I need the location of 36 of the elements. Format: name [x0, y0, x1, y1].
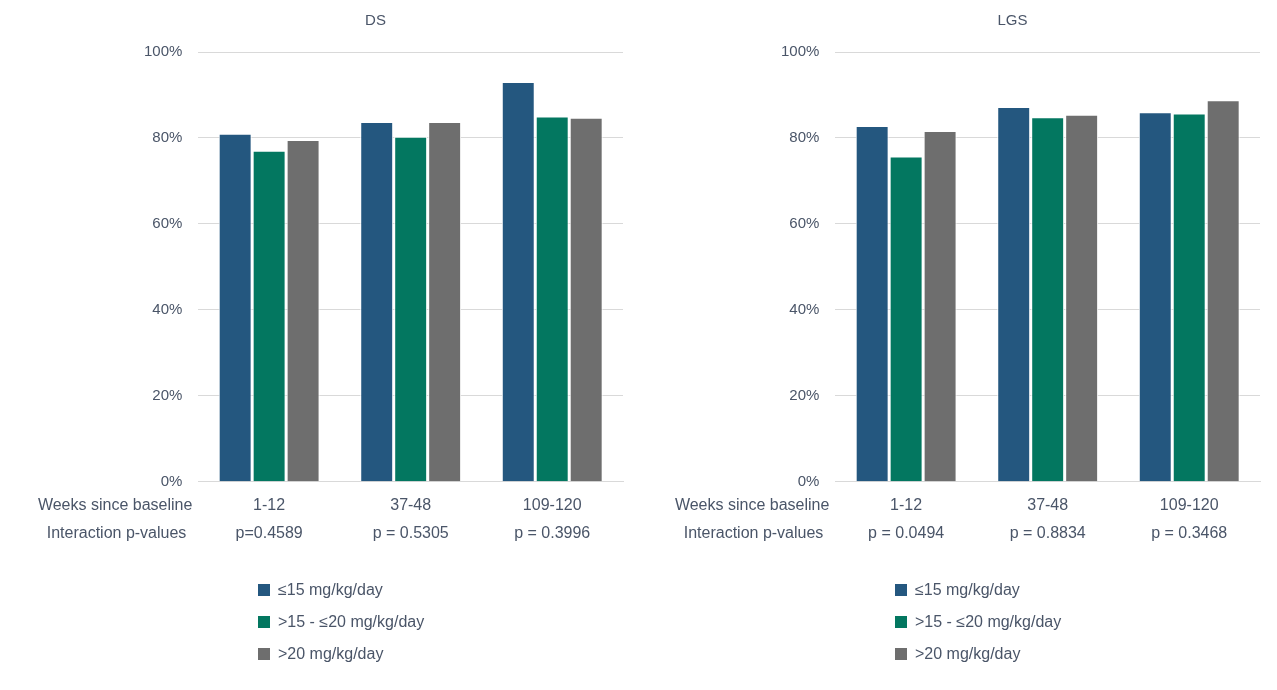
x-axis-title: Weeks since baseline [37, 496, 193, 514]
y-tick-label: 40% [152, 300, 183, 318]
legend-label: >15 - ≤20 mg/kg/day [915, 613, 1062, 631]
x-tick-label: 109-120 [522, 495, 582, 513]
y-tick-label: 100% [780, 42, 820, 60]
x-tick-label: 37-48 [1027, 495, 1069, 513]
y-tick-label: 100% [143, 42, 183, 60]
legend-label: >20 mg/kg/day [915, 645, 1021, 663]
y-tick-label: 40% [789, 300, 820, 318]
legend-label: ≤15 mg/kg/day [278, 581, 383, 599]
y-tick-label: 60% [152, 214, 183, 232]
legend-label: ≤15 mg/kg/day [915, 581, 1020, 599]
text: p = 0.3996 [514, 524, 591, 542]
y-tick-label: 60% [789, 214, 820, 232]
y-tick-label: 20% [152, 385, 183, 403]
y-tick-label: 0% [797, 471, 820, 489]
y-tick-label: 80% [789, 128, 820, 146]
text: p=0.4589 [235, 524, 303, 542]
y-tick-label: 80% [152, 128, 183, 146]
legend-label: >15 - ≤20 mg/kg/day [278, 613, 425, 631]
x-tick-label: 37-48 [390, 495, 432, 513]
chart-title: LGS [997, 11, 1028, 29]
chart-title: DS [365, 11, 386, 29]
text: p = 0.3468 [1151, 524, 1228, 542]
x-tick-label: 109-120 [1159, 495, 1219, 513]
y-tick-label: 20% [789, 385, 820, 403]
text: p = 0.0494 [868, 524, 945, 542]
x-tick-label: 1-12 [890, 495, 923, 513]
x-tick-label: 1-12 [253, 495, 286, 513]
text: p = 0.8834 [1009, 524, 1086, 542]
x-axis-title: Weeks since baseline [674, 496, 830, 514]
text: Interaction p-values [683, 524, 824, 542]
legend-label: >20 mg/kg/day [278, 645, 384, 663]
text: p = 0.5305 [372, 524, 449, 542]
text: Interaction p-values [46, 524, 187, 542]
y-tick-label: 0% [160, 471, 183, 489]
